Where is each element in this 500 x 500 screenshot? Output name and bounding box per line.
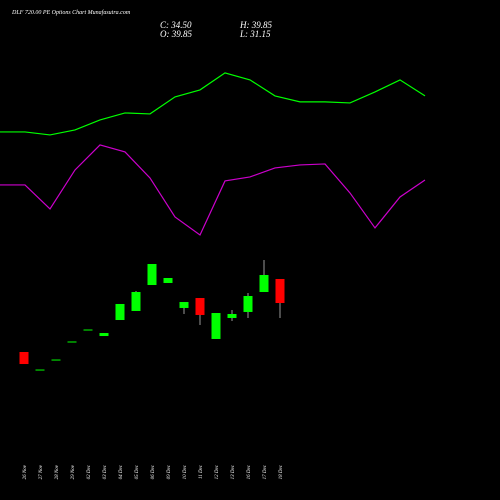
candle-body — [115, 303, 125, 321]
x-tick-label: 28 Nov — [55, 464, 60, 479]
indicator-line — [0, 144, 426, 236]
candle-body — [131, 292, 141, 311]
candle-body — [227, 313, 237, 318]
x-tick-label: 06 Dec — [151, 464, 156, 479]
x-tick-label: 04 Dec — [119, 464, 124, 479]
candle-body — [35, 369, 45, 371]
candle-body — [243, 296, 253, 312]
candle-body — [19, 351, 29, 365]
x-tick-label: 10 Dec — [183, 464, 188, 479]
candle-body — [179, 302, 189, 308]
x-tick-label: 12 Dec — [215, 464, 220, 479]
low-label: L: 31.15 — [239, 29, 271, 39]
candle-body — [147, 264, 157, 286]
x-tick-label: 02 Dec — [87, 464, 92, 479]
x-tick-label: 29 Nov — [71, 464, 76, 479]
candle-body — [83, 329, 93, 331]
x-tick-label: 16 Dec — [247, 464, 252, 479]
candle-body — [275, 278, 285, 303]
x-tick-label: 17 Dec — [263, 464, 268, 479]
x-tick-label: 26 Nov — [23, 464, 28, 479]
x-tick-label: 18 Dec — [279, 464, 284, 479]
x-tick-label: 11 Dec — [199, 464, 204, 479]
x-tick-label: 09 Dec — [167, 464, 172, 479]
x-tick-label: 13 Dec — [231, 464, 236, 479]
x-tick-label: 03 Dec — [103, 464, 108, 479]
candle-body — [67, 341, 77, 343]
candle-body — [99, 333, 109, 337]
candle-body — [195, 298, 205, 315]
indicator-line — [0, 72, 426, 136]
close-label: C: 34.50 — [160, 20, 192, 30]
high-label: H: 39.85 — [239, 20, 272, 30]
x-tick-label: 05 Dec — [135, 464, 140, 479]
candle-body — [51, 359, 61, 361]
candle-body — [163, 278, 173, 283]
candle-body — [211, 313, 221, 339]
x-tick-label: 27 Nov — [39, 464, 44, 479]
candle-body — [259, 275, 269, 293]
open-label: O: 39.85 — [160, 29, 192, 39]
chart-title: DLF 720.00 PE Options Chart Munafasutra.… — [11, 9, 131, 16]
